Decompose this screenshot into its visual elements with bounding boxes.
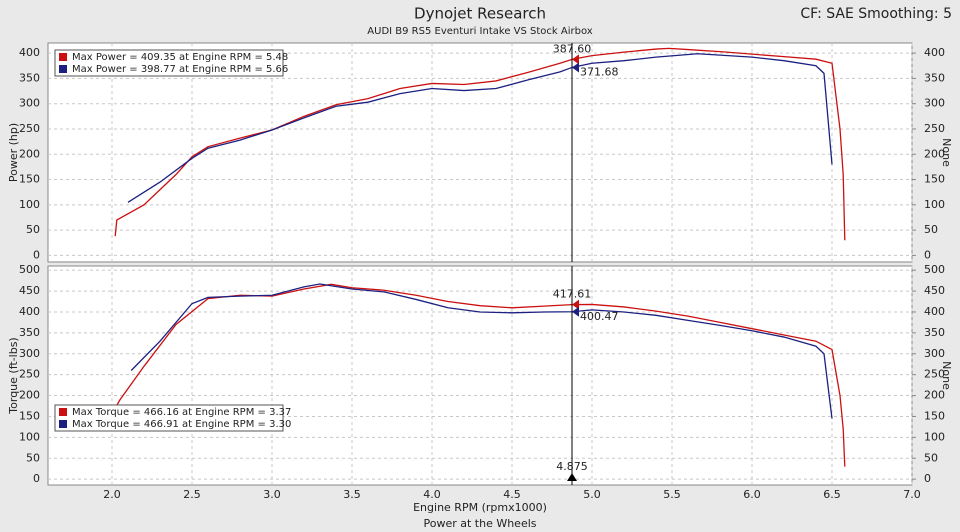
y-tick-label: 250: [19, 368, 40, 381]
y-tick-label: 200: [19, 147, 40, 160]
x-axis-label: Engine RPM (rpmx1000): [413, 501, 547, 514]
y2-axis-label: None: [940, 138, 953, 167]
y-tick-label: 150: [19, 409, 40, 422]
y2-tick-label: 50: [924, 223, 938, 236]
y-tick-label: 400: [19, 46, 40, 59]
y2-tick-label: 250: [924, 368, 945, 381]
x-tick-label: 7.0: [903, 488, 921, 501]
chart-title: Dynojet Research: [414, 5, 546, 23]
y-tick-label: 0: [33, 248, 40, 261]
y-tick-label: 0: [33, 472, 40, 485]
x-tick-label: 6.0: [743, 488, 761, 501]
y-tick-label: 100: [19, 198, 40, 211]
series-line: [130, 283, 833, 419]
legend-label: Max Torque = 466.16 at Engine RPM = 3.37: [72, 407, 291, 418]
y2-tick-label: 400: [924, 46, 945, 59]
y2-tick-label: 200: [924, 147, 945, 160]
cursor-value: 417.61: [553, 288, 592, 301]
y-tick-label: 350: [19, 326, 40, 339]
corner-note: CF: SAE Smoothing: 5: [800, 6, 952, 22]
y-tick-label: 150: [19, 173, 40, 186]
y-tick-label: 100: [19, 430, 40, 443]
legend-swatch: [59, 420, 67, 428]
y2-tick-label: 150: [924, 173, 945, 186]
x-tick-label: 2.0: [103, 488, 121, 501]
series-line: [114, 47, 846, 241]
legend-swatch: [59, 65, 67, 73]
y-tick-label: 50: [26, 451, 40, 464]
y2-tick-label: 500: [924, 263, 945, 276]
y2-tick-label: 350: [924, 326, 945, 339]
x-tick-label: 6.5: [823, 488, 841, 501]
y2-tick-label: 450: [924, 284, 945, 297]
cursor-value: 371.68: [580, 65, 619, 78]
x-tick-label: 3.0: [263, 488, 281, 501]
x-tick-label: 4.0: [423, 488, 441, 501]
y2-tick-label: 250: [924, 122, 945, 135]
y2-tick-label: 50: [924, 451, 938, 464]
y-tick-label: 500: [19, 263, 40, 276]
x-tick-label: 2.5: [183, 488, 201, 501]
chart-subtitle: AUDI B9 RS5 Eventuri Intake VS Stock Air…: [367, 26, 592, 37]
cursor-x-label: 4.875: [556, 460, 588, 473]
legend-box: [54, 49, 284, 77]
footer: Power at the Wheels: [423, 517, 536, 530]
y2-tick-label: 300: [924, 97, 945, 110]
legend-label: Max Power = 409.35 at Engine RPM = 5.48: [72, 52, 288, 63]
y2-tick-label: 150: [924, 409, 945, 422]
y-tick-label: 50: [26, 223, 40, 236]
series-line: [127, 53, 833, 203]
cursor-marker: [572, 62, 579, 73]
y-tick-label: 300: [19, 347, 40, 360]
y2-tick-label: 100: [924, 430, 945, 443]
cursor-x-marker: [567, 473, 577, 481]
x-tick-label: 5.5: [663, 488, 681, 501]
legend-swatch: [59, 53, 67, 61]
legend-swatch: [59, 408, 67, 416]
y2-tick-label: 0: [924, 472, 931, 485]
legend-label: Max Power = 398.77 at Engine RPM = 5.66: [72, 64, 288, 75]
y-axis-label: Torque (ft-lbs): [7, 337, 20, 414]
legend-label: Max Torque = 466.91 at Engine RPM = 3.30: [72, 419, 291, 430]
y2-tick-label: 300: [924, 347, 945, 360]
y-tick-label: 350: [19, 71, 40, 84]
x-tick-label: 5.0: [583, 488, 601, 501]
y2-tick-label: 200: [924, 389, 945, 402]
y-tick-label: 450: [19, 284, 40, 297]
y-axis-label: Power (hp): [7, 123, 20, 182]
y2-axis-label: None: [940, 361, 953, 390]
cursor-value: 387.60: [553, 42, 592, 55]
y2-tick-label: 400: [924, 305, 945, 318]
cursor-marker: [572, 54, 579, 65]
cursor-value: 400.47: [580, 310, 619, 323]
cursor-marker: [572, 306, 579, 317]
plot-area: [47, 265, 913, 486]
y-tick-label: 400: [19, 305, 40, 318]
y2-tick-label: 100: [924, 198, 945, 211]
y2-tick-label: 350: [924, 71, 945, 84]
y2-tick-label: 0: [924, 248, 931, 261]
y-tick-label: 200: [19, 389, 40, 402]
legend-box: [54, 404, 284, 432]
x-tick-label: 3.5: [343, 488, 361, 501]
y-tick-label: 250: [19, 122, 40, 135]
y-tick-label: 300: [19, 97, 40, 110]
x-tick-label: 4.5: [503, 488, 521, 501]
cursor-marker: [572, 299, 579, 310]
